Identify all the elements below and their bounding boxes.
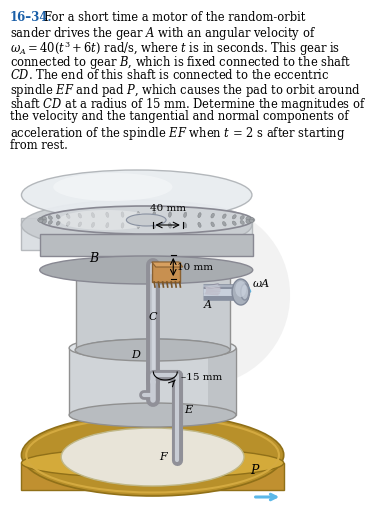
Ellipse shape xyxy=(22,170,252,220)
Ellipse shape xyxy=(184,212,186,217)
Ellipse shape xyxy=(38,218,42,222)
Ellipse shape xyxy=(232,221,236,225)
Ellipse shape xyxy=(22,200,252,250)
Text: B: B xyxy=(89,252,98,265)
Text: the velocity and the tangential and normal components of: the velocity and the tangential and norm… xyxy=(10,110,348,123)
Polygon shape xyxy=(69,348,236,415)
Ellipse shape xyxy=(40,256,253,284)
Ellipse shape xyxy=(241,284,249,300)
Text: sander drives the gear $A$ with an angular velocity of: sander drives the gear $A$ with an angul… xyxy=(10,25,316,42)
Ellipse shape xyxy=(91,213,95,218)
Polygon shape xyxy=(152,262,183,267)
Text: E: E xyxy=(184,405,192,415)
Text: spindle $EF$ and pad $P$, which causes the pad to orbit around: spindle $EF$ and pad $P$, which causes t… xyxy=(10,82,360,99)
Ellipse shape xyxy=(121,223,124,228)
Ellipse shape xyxy=(250,217,254,221)
Ellipse shape xyxy=(69,403,236,427)
Polygon shape xyxy=(22,463,284,490)
Ellipse shape xyxy=(78,222,82,227)
Ellipse shape xyxy=(22,448,284,478)
Text: ωA: ωA xyxy=(253,279,270,289)
Ellipse shape xyxy=(121,212,124,217)
Ellipse shape xyxy=(66,214,70,219)
Text: $\omega_A = 40(t^3 + 6t)$ rad/s, where $t$ is in seconds. This gear is: $\omega_A = 40(t^3 + 6t)$ rad/s, where $… xyxy=(10,39,340,58)
Ellipse shape xyxy=(250,219,254,223)
Ellipse shape xyxy=(22,414,284,496)
Ellipse shape xyxy=(211,213,214,218)
Ellipse shape xyxy=(78,213,82,218)
Ellipse shape xyxy=(59,210,154,230)
Text: shaft $CD$ at a radius of 15 mm. Determine the magnitudes of: shaft $CD$ at a radius of 15 mm. Determi… xyxy=(10,96,366,113)
Ellipse shape xyxy=(246,220,250,223)
Ellipse shape xyxy=(53,173,172,201)
Ellipse shape xyxy=(43,217,47,220)
Ellipse shape xyxy=(198,222,201,227)
Ellipse shape xyxy=(153,212,156,217)
Ellipse shape xyxy=(246,217,250,220)
Ellipse shape xyxy=(126,214,166,226)
Ellipse shape xyxy=(198,213,201,218)
Ellipse shape xyxy=(39,217,43,221)
Ellipse shape xyxy=(43,220,47,223)
Ellipse shape xyxy=(184,223,186,228)
Ellipse shape xyxy=(106,212,109,217)
Text: $CD$. The end of this shaft is connected to the eccentric: $CD$. The end of this shaft is connected… xyxy=(10,68,329,82)
Text: 40 mm: 40 mm xyxy=(150,204,186,213)
Ellipse shape xyxy=(39,219,43,223)
Text: A: A xyxy=(203,300,211,310)
Text: For a short time a motor of the random-orbit: For a short time a motor of the random-o… xyxy=(44,11,305,24)
Ellipse shape xyxy=(169,223,171,228)
Ellipse shape xyxy=(232,279,250,305)
Text: connected to gear $B$, which is fixed connected to the shaft: connected to gear $B$, which is fixed co… xyxy=(10,54,351,71)
Ellipse shape xyxy=(222,222,226,226)
Polygon shape xyxy=(208,348,236,415)
Ellipse shape xyxy=(48,216,52,220)
Ellipse shape xyxy=(137,223,140,228)
Ellipse shape xyxy=(115,205,290,385)
Ellipse shape xyxy=(40,206,253,234)
Ellipse shape xyxy=(48,220,52,224)
Ellipse shape xyxy=(240,220,244,224)
Ellipse shape xyxy=(232,215,236,219)
Ellipse shape xyxy=(66,222,70,226)
Ellipse shape xyxy=(69,336,236,360)
Text: –15 mm: –15 mm xyxy=(181,373,222,382)
Ellipse shape xyxy=(106,223,109,228)
Ellipse shape xyxy=(75,339,230,361)
Ellipse shape xyxy=(56,221,60,225)
Text: acceleration of the spindle $EF$ when $t$ = 2 s after starting: acceleration of the spindle $EF$ when $t… xyxy=(10,125,345,142)
Text: F: F xyxy=(159,452,167,462)
Ellipse shape xyxy=(235,281,247,297)
Polygon shape xyxy=(75,268,230,350)
Polygon shape xyxy=(40,234,253,256)
Ellipse shape xyxy=(211,222,214,227)
Ellipse shape xyxy=(81,339,224,357)
Text: 10 mm: 10 mm xyxy=(177,263,213,271)
Ellipse shape xyxy=(240,216,244,220)
Text: from rest.: from rest. xyxy=(10,139,68,152)
Ellipse shape xyxy=(75,257,230,279)
Text: C: C xyxy=(148,312,157,322)
FancyBboxPatch shape xyxy=(152,262,180,282)
Ellipse shape xyxy=(153,223,156,228)
Polygon shape xyxy=(22,218,252,250)
Ellipse shape xyxy=(61,428,244,486)
Ellipse shape xyxy=(222,214,226,219)
Ellipse shape xyxy=(251,218,255,222)
Ellipse shape xyxy=(91,222,95,227)
Text: D: D xyxy=(131,350,140,360)
Ellipse shape xyxy=(137,212,140,217)
Ellipse shape xyxy=(56,215,60,219)
Ellipse shape xyxy=(169,212,171,217)
Text: 16–34.: 16–34. xyxy=(10,11,52,24)
Text: P: P xyxy=(250,464,259,477)
